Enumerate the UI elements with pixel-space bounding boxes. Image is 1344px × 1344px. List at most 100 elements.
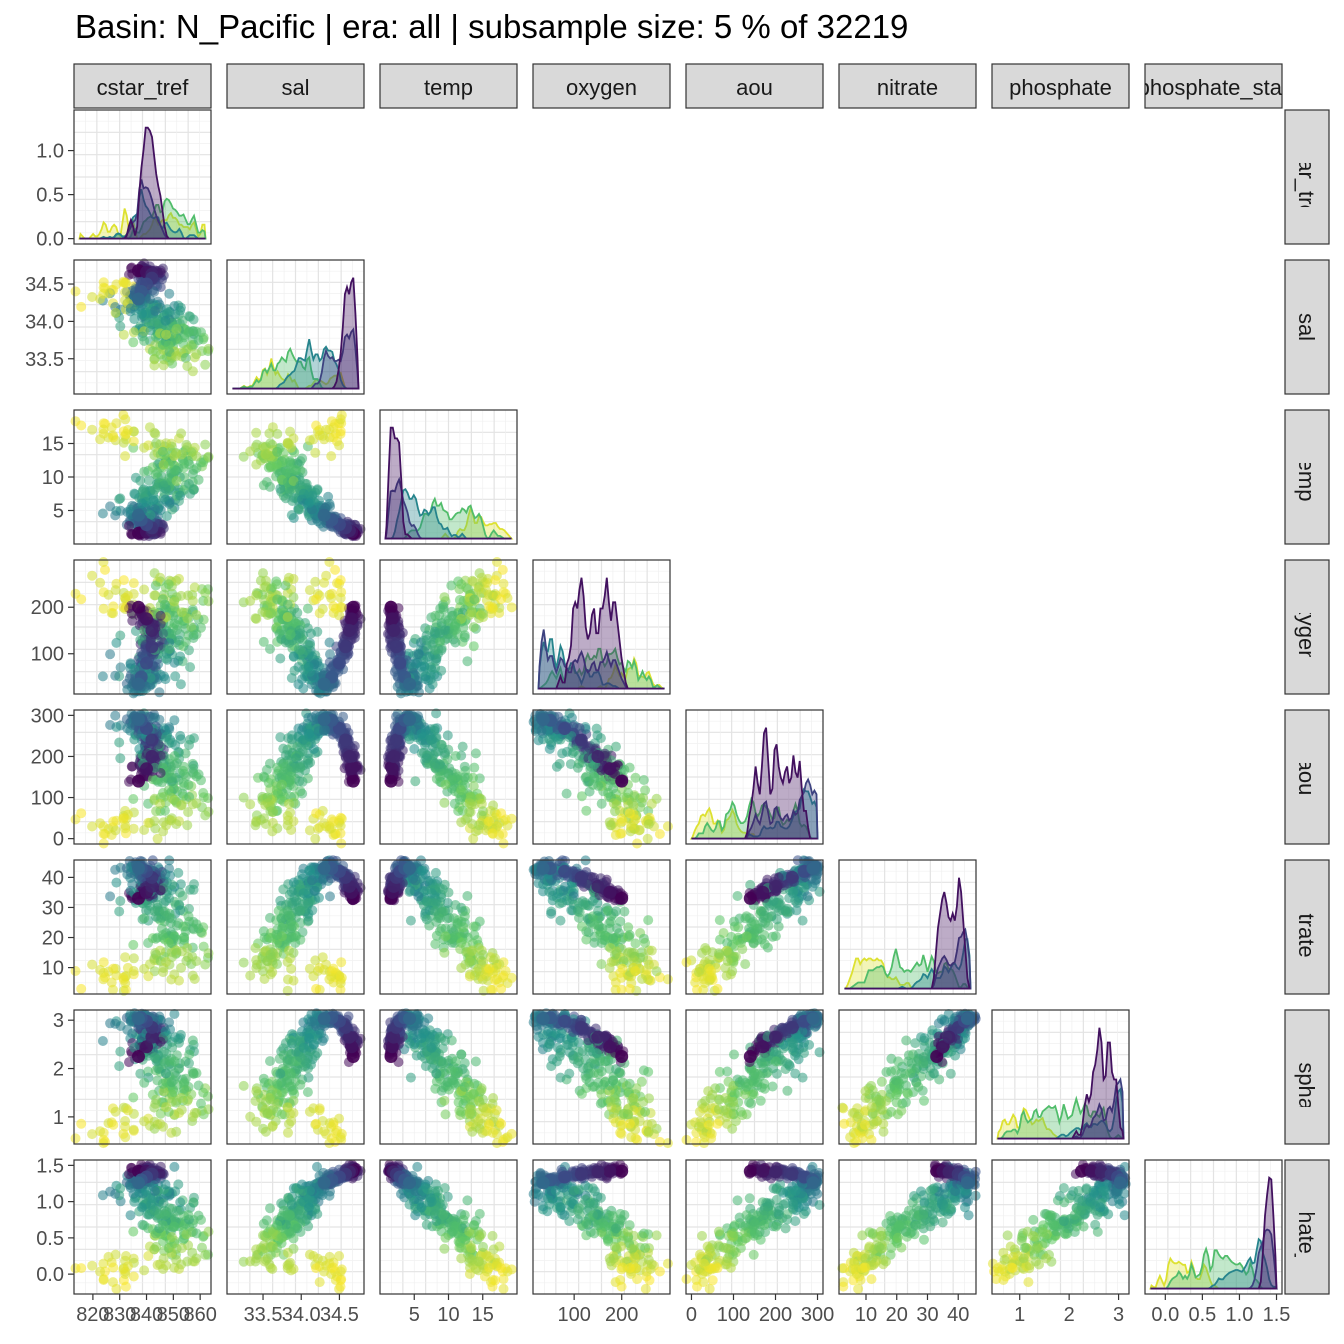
data-point: [180, 353, 191, 363]
data-point: [421, 630, 432, 641]
data-point: [334, 440, 345, 451]
data-point: [506, 602, 517, 613]
data-point: [319, 725, 329, 736]
data-point: [554, 758, 565, 769]
data-point: [288, 592, 299, 603]
data-point: [462, 891, 473, 901]
data-point: [145, 294, 155, 305]
data-point: [132, 677, 145, 691]
panel-aou-vs-sal: [226, 708, 366, 849]
density-curve: [232, 277, 360, 390]
data-point: [265, 806, 276, 817]
data-point: [128, 337, 139, 348]
data-point: [611, 741, 621, 752]
panel-sal-vs-sal: [226, 259, 365, 395]
data-point: [265, 949, 276, 960]
data-point: [132, 508, 145, 522]
data-point: [182, 820, 193, 831]
data-point: [105, 501, 116, 512]
data-point: [304, 435, 315, 446]
data-point: [324, 821, 335, 832]
data-point: [203, 948, 214, 959]
data-point: [336, 957, 347, 968]
data-point: [106, 422, 117, 433]
data-point: [251, 459, 262, 470]
data-point: [200, 439, 211, 450]
data-point: [328, 601, 339, 612]
data-point: [191, 956, 202, 967]
data-point: [128, 794, 139, 804]
data-point: [456, 817, 467, 828]
data-point: [276, 779, 287, 790]
data-point: [272, 594, 283, 605]
data-point: [552, 734, 563, 745]
data-point: [158, 628, 169, 639]
data-point: [158, 480, 169, 491]
data-point: [430, 939, 441, 950]
data-point: [272, 930, 283, 940]
data-point: [280, 493, 291, 504]
data-point: [339, 640, 352, 654]
data-point: [303, 915, 314, 926]
data-point: [276, 625, 287, 636]
data-point: [317, 508, 331, 522]
data-point: [265, 438, 276, 449]
data-point: [183, 779, 194, 790]
data-point: [615, 774, 629, 788]
data-point: [312, 626, 323, 637]
data-point: [176, 962, 187, 973]
data-point: [442, 730, 453, 741]
data-point: [203, 451, 214, 462]
data-point: [180, 926, 191, 937]
data-point: [161, 511, 172, 522]
data-point: [282, 906, 293, 917]
data-point: [164, 288, 175, 299]
data-point: [450, 618, 461, 629]
data-point: [139, 963, 150, 974]
data-point: [345, 612, 359, 626]
data-point: [416, 661, 427, 672]
data-point: [413, 649, 424, 660]
data-point: [496, 594, 507, 605]
data-point: [139, 466, 150, 477]
data-point: [282, 820, 293, 831]
data-point: [76, 808, 87, 819]
data-point: [157, 930, 168, 940]
data-point: [132, 292, 145, 306]
data-point: [76, 420, 87, 431]
data-point: [118, 813, 129, 824]
data-point: [384, 600, 398, 614]
data-point: [182, 442, 193, 453]
data-point: [110, 307, 121, 318]
data-point: [615, 828, 626, 839]
data-point: [314, 962, 325, 973]
data-point: [98, 603, 109, 614]
data-point: [98, 557, 109, 567]
data-point: [642, 833, 653, 844]
data-point: [317, 861, 331, 875]
data-point: [108, 601, 119, 612]
data-point: [311, 420, 322, 431]
data-point: [161, 957, 172, 967]
data-point: [175, 651, 186, 662]
data-point: [335, 575, 346, 586]
data-point: [140, 762, 153, 776]
data-point: [342, 624, 356, 637]
data-point: [184, 645, 194, 656]
data-point: [640, 785, 651, 796]
data-point: [182, 613, 193, 624]
data-point: [603, 762, 617, 776]
data-point: [160, 869, 171, 880]
data-point: [122, 962, 133, 973]
data-point: [115, 321, 126, 332]
data-point: [265, 912, 275, 923]
data-point: [120, 451, 131, 462]
data-point: [97, 671, 108, 682]
data-point: [176, 428, 187, 439]
data-point: [456, 785, 467, 796]
data-point: [200, 359, 211, 370]
data-point: [161, 329, 172, 340]
data-point: [646, 798, 657, 809]
data-point: [342, 750, 356, 763]
data-point: [191, 919, 202, 930]
